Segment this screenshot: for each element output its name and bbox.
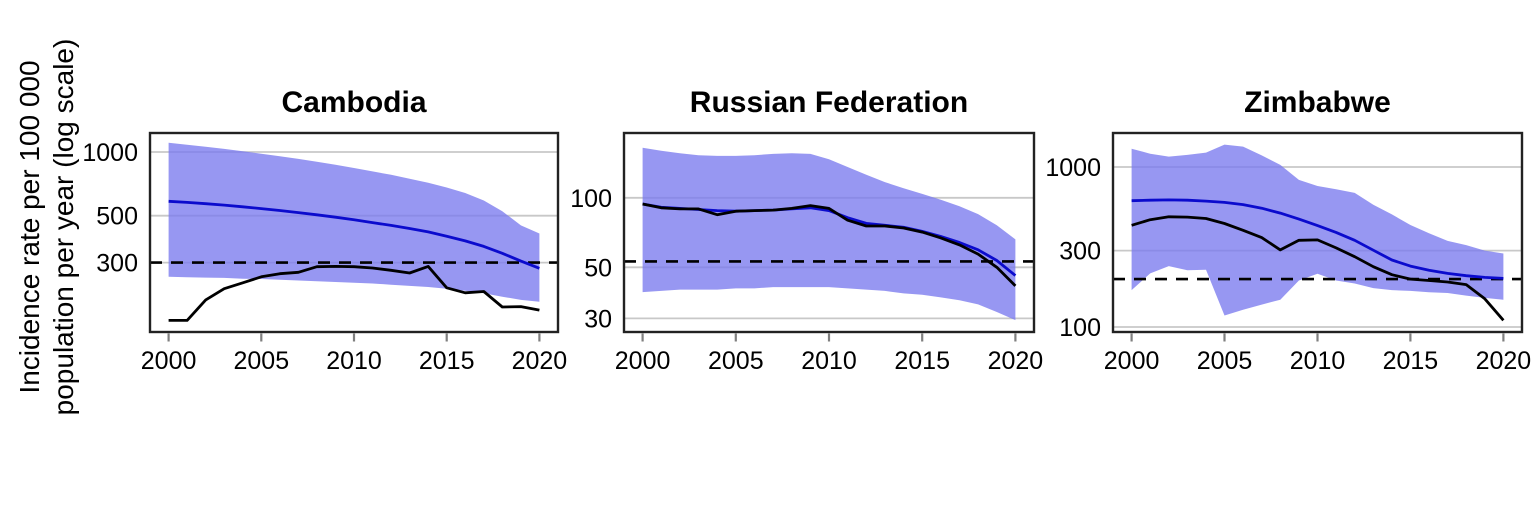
x-tick-label: 2015 (1383, 347, 1439, 375)
panel-cambodia: 2000 2005 2010 2015 2020 1000 500 300 (82, 131, 568, 375)
observed-line (1131, 215, 1505, 322)
panel-border (622, 131, 1036, 334)
panel-title-cambodia: Cambodia (281, 86, 427, 119)
x-tick-label: 2020 (988, 347, 1044, 375)
x-tick-label: 2000 (615, 347, 671, 375)
x-tick-label: 2010 (801, 347, 857, 375)
uncertainty-band (1131, 144, 1504, 316)
x-tick-label: 2020 (512, 347, 568, 375)
panel-russian-federation: 2000 2005 2010 2015 2020 100 50 30 (570, 131, 1044, 375)
x-tick-label: 2000 (1104, 347, 1160, 375)
estimate-line (1131, 198, 1504, 280)
x-tick-label: 2015 (419, 347, 475, 375)
y-tick-label: 500 (96, 203, 138, 231)
panel-border (1111, 131, 1524, 334)
x-tick-label: 2000 (141, 347, 197, 375)
x-tick-label: 2005 (233, 347, 289, 375)
y-tick-label: 300 (1059, 238, 1101, 266)
x-tick-label: 2010 (326, 347, 382, 375)
x-tick-label: 2020 (1476, 347, 1532, 375)
x-tick-label: 2005 (1197, 347, 1253, 375)
uncertainty-band (168, 142, 540, 302)
x-tick-label: 2015 (894, 347, 950, 375)
panel-border (148, 131, 560, 334)
y-tick-label: 50 (584, 254, 612, 282)
panel-title-zimbabwe: Zimbabwe (1244, 86, 1391, 119)
y-tick-label: 300 (96, 250, 138, 278)
uncertainty-band (642, 147, 1016, 321)
panel-zimbabwe: 2000 2005 2010 2015 2020 1000 300 100 (1045, 131, 1532, 375)
estimate-line (168, 199, 540, 270)
x-tick-label: 2005 (708, 347, 764, 375)
y-tick-label: 100 (1059, 314, 1101, 342)
observed-line (168, 265, 540, 322)
y-tick-label: 100 (570, 185, 612, 213)
y-tick-label: 30 (584, 305, 612, 333)
panel-title-russian-federation: Russian Federation (689, 86, 969, 119)
y-tick-label: 1000 (1045, 154, 1101, 182)
y-tick-label: 1000 (82, 139, 138, 167)
observed-line (642, 202, 1017, 287)
x-tick-label: 2010 (1290, 347, 1346, 375)
